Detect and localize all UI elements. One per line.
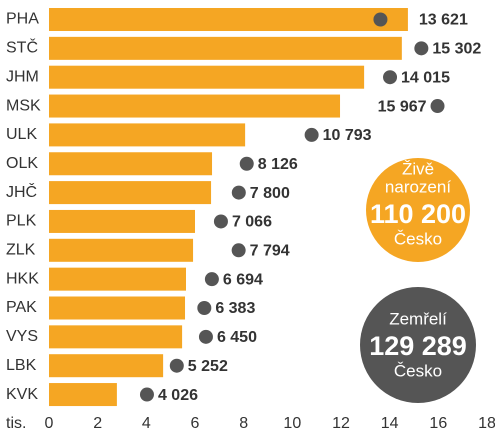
x-axis-label: tis. <box>6 415 26 432</box>
y-tick-label: PLK <box>6 213 37 230</box>
value-label: 5 252 <box>188 358 228 375</box>
dot <box>373 12 388 27</box>
bar <box>49 152 213 176</box>
y-tick-label: PAK <box>6 299 37 316</box>
y-tick-label: PHA <box>6 11 39 28</box>
y-tick-label: OLK <box>6 155 38 172</box>
y-tick-label: MSK <box>6 97 41 114</box>
dot <box>304 127 319 142</box>
y-tick-label: KVK <box>6 386 38 403</box>
badge-total: 129 289 <box>369 331 467 361</box>
dot <box>430 99 445 114</box>
value-label: 6 383 <box>215 300 255 317</box>
bar <box>49 354 164 378</box>
bar <box>49 238 194 262</box>
x-tick-label: 10 <box>283 415 301 432</box>
value-label: 14 015 <box>401 69 450 86</box>
bar <box>49 94 341 118</box>
dot <box>139 387 154 402</box>
total-badge <box>366 158 470 262</box>
x-tick-label: 16 <box>429 415 447 432</box>
bar <box>49 65 365 89</box>
value-label: 10 793 <box>323 127 372 144</box>
value-label: 13 621 <box>419 12 468 29</box>
bar <box>49 267 186 291</box>
bar <box>49 209 195 233</box>
value-label: 6 450 <box>217 329 257 346</box>
value-label: 7 800 <box>250 185 290 202</box>
dot <box>231 185 246 200</box>
badge-caption: narození <box>385 177 451 196</box>
dot <box>197 301 212 315</box>
x-tick-label: 6 <box>191 415 200 432</box>
y-tick-label: JHČ <box>6 182 37 201</box>
x-tick-label: 2 <box>93 415 102 432</box>
x-tick-label: 18 <box>478 415 495 432</box>
bar <box>49 36 402 60</box>
y-tick-label: HKK <box>6 270 39 287</box>
bar <box>49 123 246 147</box>
value-label: 15 967 <box>378 98 427 115</box>
x-tick-label: 14 <box>381 415 399 432</box>
value-label: 8 126 <box>258 156 298 173</box>
badge-caption: Živě <box>402 159 434 178</box>
badge-area: Česko <box>394 361 442 380</box>
dot <box>239 156 254 171</box>
bar <box>49 8 408 31</box>
badge-total: 110 200 <box>370 199 466 229</box>
dot <box>204 272 219 287</box>
bar <box>49 325 183 349</box>
bar <box>49 296 186 320</box>
value-label: 7 794 <box>250 243 290 260</box>
y-tick-label: ULK <box>6 126 37 143</box>
bar <box>49 383 117 407</box>
x-tick-label: 12 <box>332 415 350 432</box>
badge-area: Česko <box>394 229 442 248</box>
y-tick-label: JHM <box>6 68 39 85</box>
value-label: 7 066 <box>232 214 272 231</box>
x-tick-label: 8 <box>239 415 248 432</box>
total-badge <box>360 287 476 403</box>
dot <box>169 358 184 373</box>
dot <box>213 214 228 229</box>
dot <box>383 70 398 85</box>
bar <box>49 181 212 205</box>
y-tick-label: LBK <box>6 357 37 374</box>
x-tick-label: 4 <box>142 415 151 432</box>
value-label: 6 694 <box>223 271 263 288</box>
dot <box>414 41 429 56</box>
badge-caption: Zemřelí <box>389 309 447 328</box>
y-tick-label: STČ <box>6 38 38 57</box>
dot <box>198 329 213 344</box>
value-label: 15 302 <box>432 41 481 58</box>
y-tick-label: VYS <box>6 328 38 345</box>
x-tick-label: 0 <box>45 415 54 432</box>
value-label: 4 026 <box>158 387 198 404</box>
dot <box>231 243 246 258</box>
y-tick-label: ZLK <box>6 242 36 259</box>
